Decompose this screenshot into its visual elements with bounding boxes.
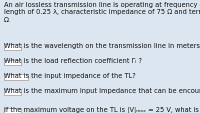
Text: What is the wavelength on the transmission line in meters?: What is the wavelength on the transmissi…	[4, 42, 200, 48]
Text: An air lossless transmission line is operating at frequency of 4 MHz and has a
l: An air lossless transmission line is ope…	[4, 2, 200, 23]
Bar	[4, 75, 28, 80]
Text: What is the input impedance of the TL?: What is the input impedance of the TL?	[4, 72, 135, 78]
Text: If the maximum voltage on the TL is |V|ₘₐₓ = 25 V, what is the minimum current
|: If the maximum voltage on the TL is |V|ₘ…	[4, 106, 200, 113]
Bar	[4, 60, 21, 66]
Text: What is the maximum input impedance that can be encountered on this TL?: What is the maximum input impedance that…	[4, 87, 200, 93]
Text: What is the load reflection coefficient Γₗ ?: What is the load reflection coefficient …	[4, 58, 142, 64]
Bar	[4, 45, 21, 50]
Bar	[4, 89, 21, 95]
Bar	[4, 108, 21, 113]
